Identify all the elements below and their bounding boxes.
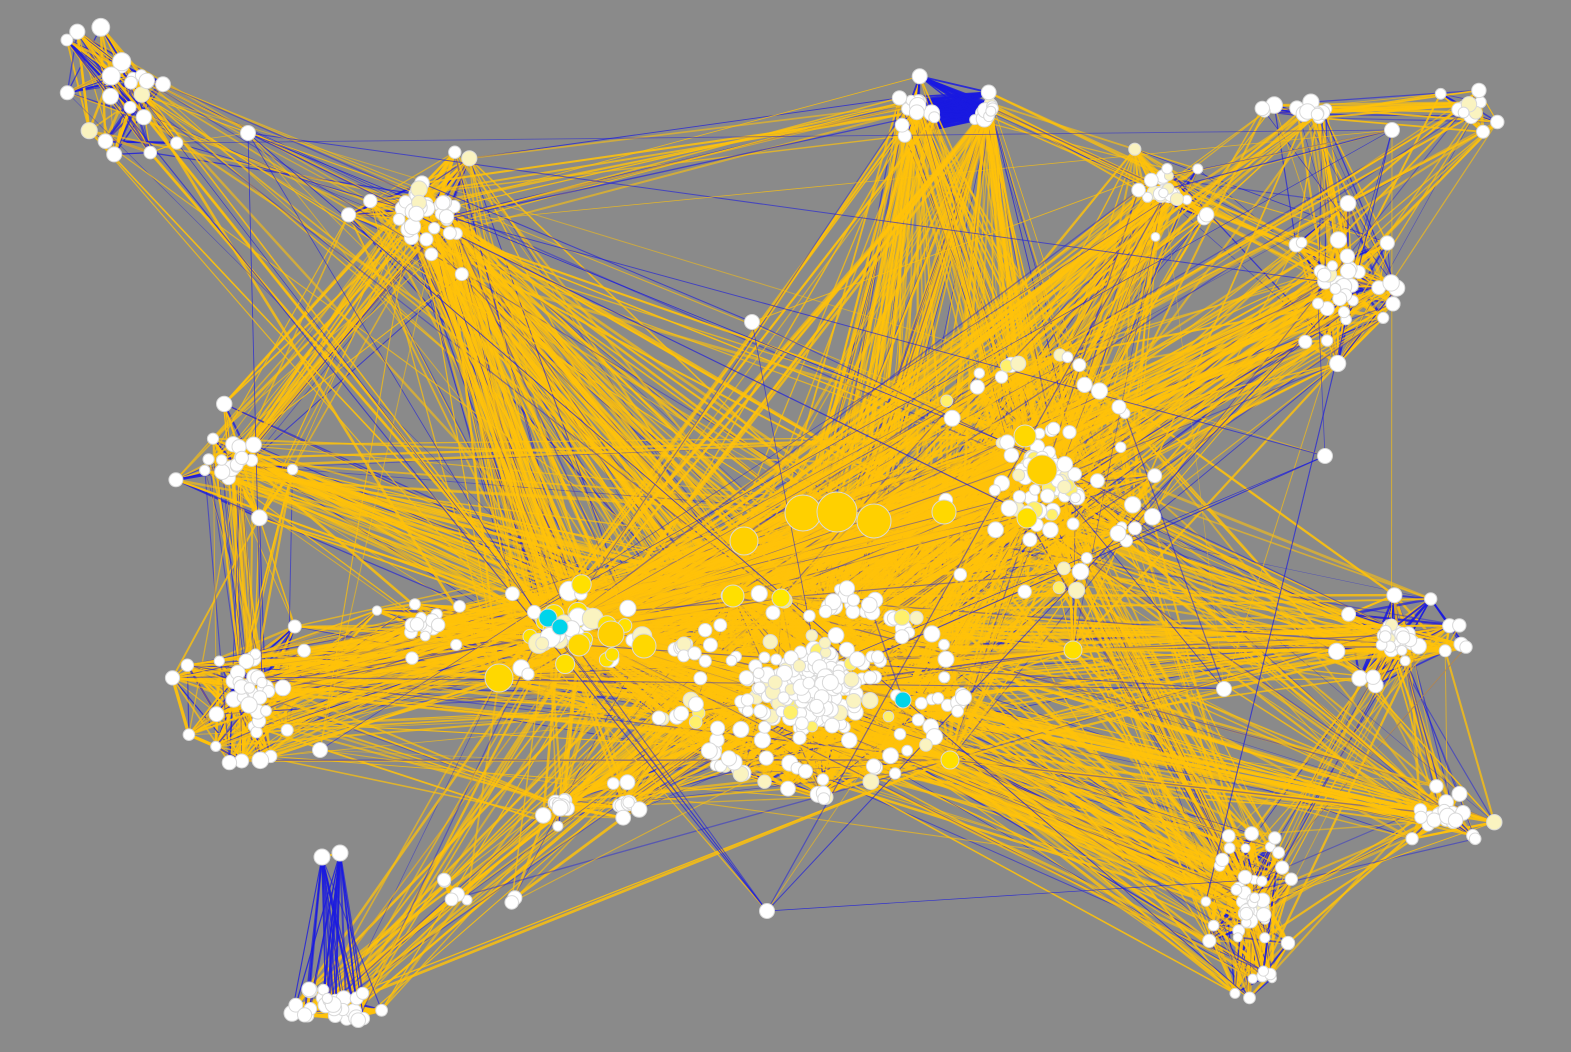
graph-edge (66, 27, 102, 94)
graph-edge (1134, 148, 1198, 170)
graph-edge (66, 39, 131, 109)
graph-edge (170, 677, 191, 736)
graph-edge (66, 31, 79, 93)
graph-edge (348, 213, 412, 239)
graph-edge (215, 704, 250, 747)
graph-edge (66, 39, 91, 131)
graph-edge (66, 39, 110, 80)
